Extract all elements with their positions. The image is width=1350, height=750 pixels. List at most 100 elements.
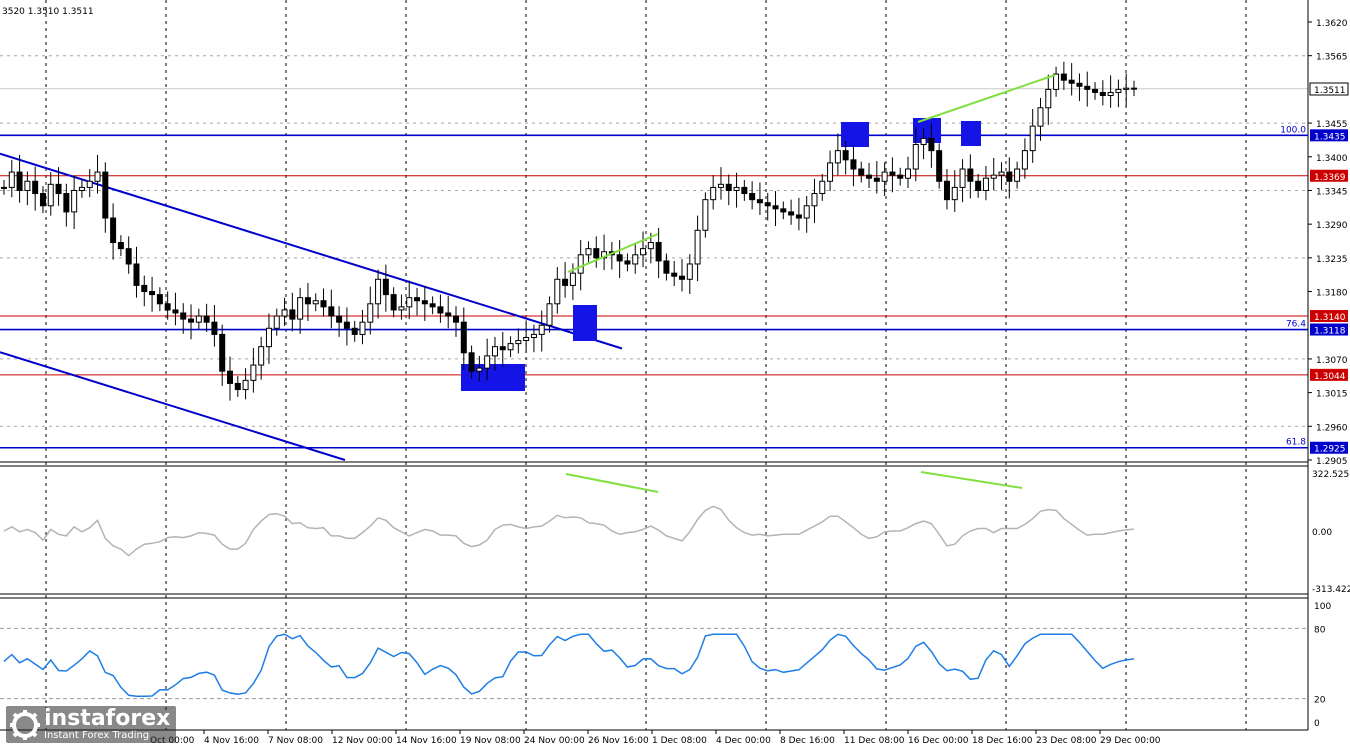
candle-body [125, 248, 132, 265]
candle-body [8, 171, 15, 188]
candle-body [943, 180, 950, 201]
candle-body [873, 177, 880, 182]
level-label-bg [1310, 169, 1348, 182]
candle-body [86, 180, 93, 188]
candle-body [71, 189, 78, 213]
candle-body [242, 379, 249, 391]
candle-body [725, 183, 732, 191]
instaforex-logo-icon [10, 709, 40, 740]
candle-body [515, 340, 522, 345]
price-tick-label: 1.3620 [1316, 19, 1348, 29]
level-label-bg [1310, 368, 1348, 381]
candle-body [881, 171, 888, 182]
candle-body [16, 171, 23, 191]
candle-body [367, 303, 374, 323]
watermark-logo: instaforex Instant Forex Trading [6, 706, 177, 743]
price-divergence-lines [567, 74, 1056, 273]
level-label: 1.3044 [1314, 372, 1346, 382]
time-label: 24 Nov 00:00 [524, 736, 585, 746]
candle-body [819, 180, 826, 195]
divergence-line [567, 233, 659, 273]
candle-body [1068, 79, 1075, 84]
cci-panel [3, 471, 1135, 557]
candle-body [117, 242, 124, 250]
candle-body [421, 300, 428, 305]
candle-body [1029, 125, 1036, 152]
candle-body [834, 150, 841, 164]
candle-body [710, 186, 717, 201]
panel-borders [0, 0, 1309, 731]
grid-lines [0, 0, 1308, 730]
cci-axis-mid: 0.00 [1312, 528, 1332, 538]
candle-body [382, 278, 389, 296]
time-label: 4 Dec 00:00 [716, 736, 771, 746]
candle-body [172, 309, 179, 314]
candle-body [967, 168, 974, 182]
candle-body [998, 171, 1005, 176]
candle-body [234, 382, 241, 391]
level-label-bg [1310, 323, 1348, 336]
time-label: 26 Nov 16:00 [588, 736, 649, 746]
candle-body [795, 214, 802, 219]
candle-body [1006, 171, 1013, 182]
cci-divergence-lines [565, 471, 1023, 493]
candle-body [788, 211, 795, 216]
level-label-bg [1310, 310, 1348, 323]
candle-body [1123, 87, 1130, 90]
time-label: 8 Dec 16:00 [780, 736, 835, 746]
candle-body [429, 303, 436, 308]
cci-axis: 322.5258 0.00 -313.4226 [1312, 470, 1350, 595]
zone-box [573, 305, 597, 341]
divergence-line [917, 74, 1056, 123]
candle-body [499, 346, 506, 351]
rsi-panel [0, 627, 1308, 700]
price-axis: 1.3620 1.3565 1.3455 1.3400 1.3345 1.3290 1.32… [1308, 19, 1348, 467]
candle-body [227, 370, 233, 384]
candle-body [32, 180, 39, 195]
candle-body [110, 217, 117, 244]
candle-body [195, 315, 202, 323]
candle-body [866, 174, 873, 179]
fib-label: 61.8 [1286, 438, 1306, 448]
candle-body [156, 294, 163, 305]
level-label-bg [1310, 441, 1348, 454]
candle-body [640, 248, 647, 256]
current-price-label: 1.3511 [1309, 82, 1349, 96]
candle-body [203, 315, 210, 323]
candle-body [717, 183, 724, 188]
time-label: 14 Nov 16:00 [396, 736, 457, 746]
rsi-line [3, 633, 1135, 698]
support-resistance-levels [0, 134, 1308, 449]
watermark-brand: instaforex [44, 706, 171, 731]
candle-body [593, 248, 600, 259]
rsi-axis: 100 80 20 0 [1314, 602, 1331, 729]
candle-body [1131, 87, 1137, 90]
price-tick-label: 1.3565 [1316, 53, 1348, 63]
price-tick-label: 1.3345 [1316, 187, 1348, 197]
level-label: 1.2925 [1314, 445, 1346, 455]
candle-body [632, 254, 639, 265]
candle-body [827, 162, 834, 182]
cci-divergence-line [920, 471, 1023, 489]
candle-body [219, 333, 226, 372]
candle-body [1115, 88, 1122, 93]
candle-body [912, 144, 919, 170]
candle-body [741, 186, 748, 195]
candle-body [1053, 73, 1060, 90]
time-label: 23 Dec 08:00 [1036, 736, 1097, 746]
fib-label: 76.4 [1286, 320, 1306, 330]
level-label: 1.3118 [1314, 327, 1346, 337]
rsi-tick-label: 0 [1314, 719, 1320, 729]
candle-body [250, 364, 257, 381]
candle-body [982, 177, 989, 191]
candle-body [273, 315, 280, 329]
candle-body [577, 254, 584, 274]
candle-body [258, 346, 265, 366]
candle-body [476, 367, 483, 372]
candle-body [1, 186, 7, 189]
candle-body [756, 199, 763, 204]
candle-body [616, 254, 623, 262]
candle-body [133, 263, 140, 286]
candle-body [491, 346, 498, 357]
candle-body [569, 272, 576, 286]
